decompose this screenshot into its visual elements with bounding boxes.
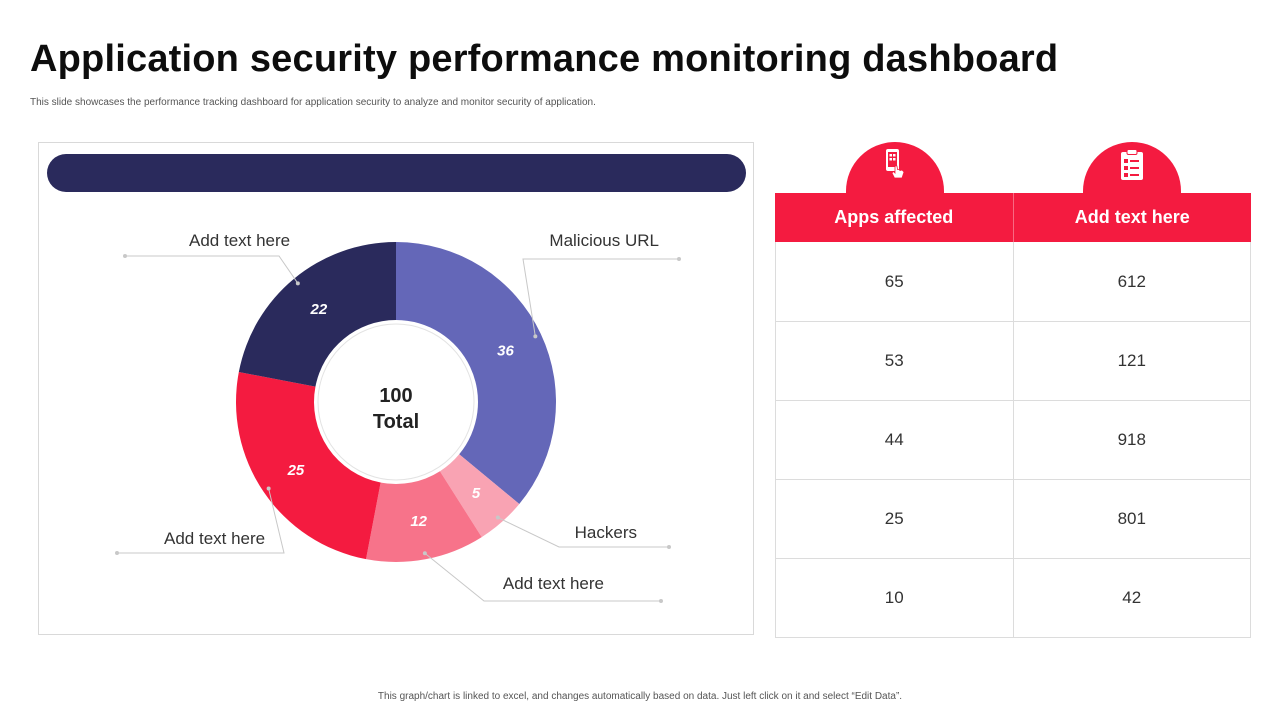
leader-line <box>424 552 661 602</box>
donut-slice <box>235 372 381 560</box>
slice-category-label: Hackers <box>575 523 637 542</box>
donut-slice <box>366 471 482 562</box>
table-cell: 53 <box>884 351 904 370</box>
chart-panel: 36 Malicious URL 5 Hackers 12 Add text here 25… <box>38 142 754 635</box>
donut-slice <box>238 242 396 387</box>
leader-line <box>125 255 299 284</box>
mobile-tap-icon <box>886 149 905 179</box>
leader-dot <box>115 551 119 555</box>
slice-category-label: Add text here <box>189 231 290 250</box>
slice-value-label: 12 <box>410 513 427 530</box>
page-title: Application security performance monitor… <box>30 38 1059 80</box>
footer-note: This graph/chart is linked to excel, and… <box>377 691 903 702</box>
table-row: 53 121 <box>776 321 1250 400</box>
leader-line <box>497 517 669 548</box>
table-row: 25 801 <box>776 479 1250 558</box>
slice-value-label: 25 <box>287 462 305 479</box>
leader-dot <box>495 515 500 520</box>
table-cell: 121 <box>1012 322 1251 400</box>
table-cell: 25 <box>884 509 904 528</box>
donut-center-value: 100 <box>379 385 412 407</box>
leader-dot <box>266 486 271 491</box>
donut-chart: 36 Malicious URL 5 Hackers 12 Add text here 25… <box>115 231 681 603</box>
table-cell: 612 <box>1012 242 1251 321</box>
slice-category-label: Add text here <box>503 574 604 593</box>
page-subtitle: This slide showcases the performance tra… <box>30 97 596 108</box>
table-body: 65 612 53 121 44 918 25 801 10 42 <box>775 242 1251 638</box>
column-header-add-text: Add text here <box>1012 193 1252 242</box>
table-row: 44 918 <box>776 400 1250 479</box>
donut-center-ring <box>317 323 475 481</box>
table-cell: 801 <box>1012 480 1251 558</box>
leader-line <box>522 258 679 337</box>
slice-category-label: Add text here <box>164 529 265 548</box>
leader-line <box>117 488 285 554</box>
table-row: 65 612 <box>776 242 1250 321</box>
icon-tab-apps <box>846 142 944 194</box>
slice-category-label: Malicious URL <box>549 231 659 250</box>
leader-dot <box>123 254 127 258</box>
table-header: Apps affected Add text here <box>775 193 1251 242</box>
leader-dot <box>295 281 300 286</box>
donut-slice <box>396 242 556 504</box>
leader-dot <box>677 257 681 261</box>
icon-tab-other <box>1083 142 1181 194</box>
table-row: 10 42 <box>776 558 1250 637</box>
leader-dot <box>533 334 538 339</box>
table-cell: 65 <box>884 271 904 291</box>
column-header-apps-affected: Apps affected <box>834 207 954 227</box>
table-cell: 10 <box>884 588 904 607</box>
leader-dot <box>667 545 671 549</box>
table-cell: 918 <box>1012 401 1251 479</box>
slice-value-label: 22 <box>310 301 328 318</box>
table-cell: 44 <box>884 430 904 449</box>
leader-dot <box>659 599 663 603</box>
table-cell: 42 <box>1012 559 1251 637</box>
slice-value-label: 5 <box>472 485 481 502</box>
leader-dot <box>422 551 427 556</box>
clipboard-checklist-icon <box>1121 149 1143 180</box>
slice-value-label: 36 <box>497 342 514 359</box>
panel-header-bar <box>47 154 746 192</box>
donut-center-label: Total <box>373 411 419 433</box>
